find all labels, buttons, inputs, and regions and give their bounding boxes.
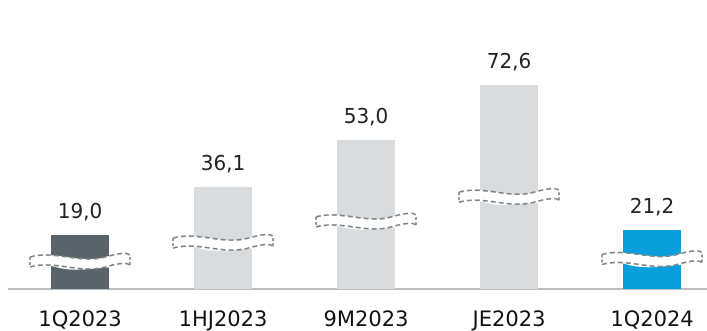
axis-break-line xyxy=(29,262,131,270)
data-label: 21,2 xyxy=(630,194,675,218)
data-label: 72,6 xyxy=(487,49,532,73)
axis-break-line xyxy=(458,197,560,206)
axis-break-line xyxy=(172,243,274,251)
axis-break-line xyxy=(315,222,417,230)
x-tick-label: JE2023 xyxy=(471,307,546,331)
axis-break-line xyxy=(458,187,560,196)
x-tick-label: 9M2023 xyxy=(324,307,409,331)
data-label: 36,1 xyxy=(201,151,246,175)
labels-group: 19,0 1Q2023 36,1 1HJ2023 53,0 9M2023 72,6 JE202… xyxy=(38,49,693,331)
bar-9M2023 xyxy=(337,140,395,289)
axis-break-line xyxy=(172,233,274,241)
bar-JE2023 xyxy=(480,85,538,289)
axis-break-line xyxy=(315,212,417,220)
data-label: 53,0 xyxy=(344,104,389,128)
bars-group xyxy=(29,85,703,289)
x-tick-label: 1Q2023 xyxy=(38,307,121,331)
axis-break-line xyxy=(29,252,131,260)
axis-break-line xyxy=(601,250,703,258)
axis-break-line xyxy=(601,260,703,268)
x-tick-label: 1HJ2023 xyxy=(179,307,268,331)
data-label: 19,0 xyxy=(58,199,103,223)
x-tick-label: 1Q2024 xyxy=(610,307,693,331)
